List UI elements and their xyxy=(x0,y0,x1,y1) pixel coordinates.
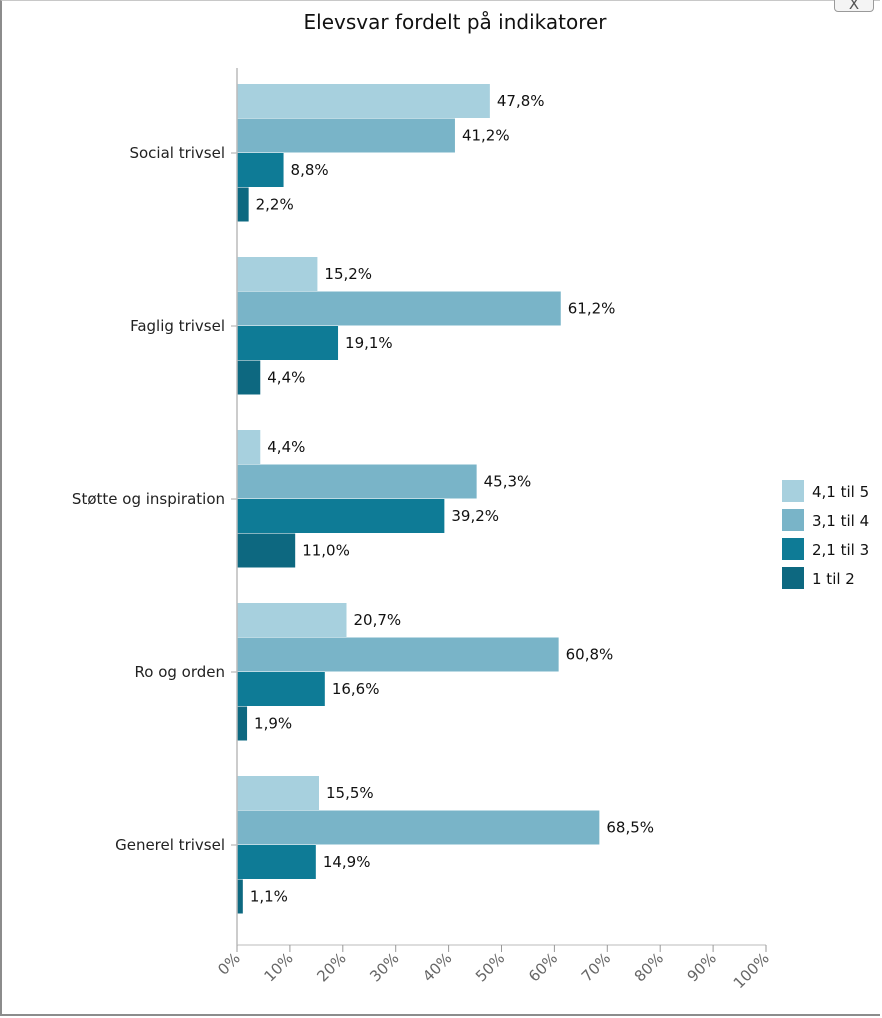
data-label: 1,1% xyxy=(250,888,288,906)
bar-3-1 xyxy=(237,430,261,464)
bar-2-2 xyxy=(237,291,561,326)
category-label: Generel trivsel xyxy=(115,836,225,854)
legend-swatch xyxy=(782,480,804,502)
data-label: 60,8% xyxy=(566,646,614,664)
bar-5-2 xyxy=(237,810,600,845)
category-label: Støtte og inspiration xyxy=(72,490,225,508)
bar-2-3 xyxy=(237,326,339,360)
data-label: 1,9% xyxy=(254,715,292,733)
bar-5-1 xyxy=(237,776,319,810)
data-label: 14,9% xyxy=(323,853,371,871)
x-tick-label: 10% xyxy=(260,949,296,985)
legend-swatch xyxy=(782,538,804,560)
x-tick-label: 60% xyxy=(525,949,561,985)
bar-1-4 xyxy=(237,187,249,222)
category-label: Social trivsel xyxy=(129,144,225,162)
data-label: 41,2% xyxy=(462,127,510,145)
data-label: 16,6% xyxy=(332,680,380,698)
x-tick-label: 70% xyxy=(578,949,614,985)
legend-swatch xyxy=(782,509,804,531)
bar-4-3 xyxy=(237,672,325,706)
x-tick-label: 30% xyxy=(366,949,402,985)
x-tick-label: 80% xyxy=(631,949,667,985)
data-label: 61,2% xyxy=(568,300,616,318)
bar-1-2 xyxy=(237,118,455,153)
category-label: Faglig trivsel xyxy=(130,317,225,335)
data-label: 47,8% xyxy=(497,92,545,110)
x-tick-label: 100% xyxy=(730,949,773,992)
bar-2-4 xyxy=(237,360,261,395)
x-tick-label: 90% xyxy=(684,949,720,985)
x-tick-label: 40% xyxy=(419,949,455,985)
data-label: 39,2% xyxy=(451,507,499,525)
legend-label: 1 til 2 xyxy=(812,570,855,588)
x-tick-label: 50% xyxy=(472,949,508,985)
bar-4-2 xyxy=(237,637,559,672)
legend-label: 2,1 til 3 xyxy=(812,541,869,559)
bar-5-4 xyxy=(237,879,243,914)
data-label: 2,2% xyxy=(256,196,294,214)
bar-2-1 xyxy=(237,257,318,291)
bar-4-1 xyxy=(237,603,347,637)
bar-4-4 xyxy=(237,706,248,741)
close-icon[interactable]: X xyxy=(848,0,860,13)
bar-3-4 xyxy=(237,533,296,568)
bar-3-3 xyxy=(237,499,445,533)
data-label: 4,4% xyxy=(267,438,305,456)
category-label: Ro og orden xyxy=(135,663,226,681)
bar-1-3 xyxy=(237,153,284,187)
close-button[interactable]: X xyxy=(834,0,874,13)
bar-5-3 xyxy=(237,845,316,879)
data-label: 20,7% xyxy=(354,611,402,629)
data-label: 11,0% xyxy=(302,542,350,560)
x-tick-label: 20% xyxy=(313,949,349,985)
chart-title: Elevsvar fordelt på indikatorer xyxy=(303,10,607,34)
data-label: 68,5% xyxy=(606,819,654,837)
legend-swatch xyxy=(782,567,804,589)
bar-3-2 xyxy=(237,464,477,499)
bar-1-1 xyxy=(237,84,490,118)
data-label: 45,3% xyxy=(484,473,532,491)
legend-label: 4,1 til 5 xyxy=(812,483,869,501)
data-label: 15,2% xyxy=(324,265,372,283)
x-tick-label: 0% xyxy=(214,949,244,979)
data-label: 8,8% xyxy=(291,161,329,179)
data-label: 19,1% xyxy=(345,334,393,352)
legend-label: 3,1 til 4 xyxy=(812,512,869,530)
data-label: 4,4% xyxy=(267,369,305,387)
data-label: 15,5% xyxy=(326,784,374,802)
